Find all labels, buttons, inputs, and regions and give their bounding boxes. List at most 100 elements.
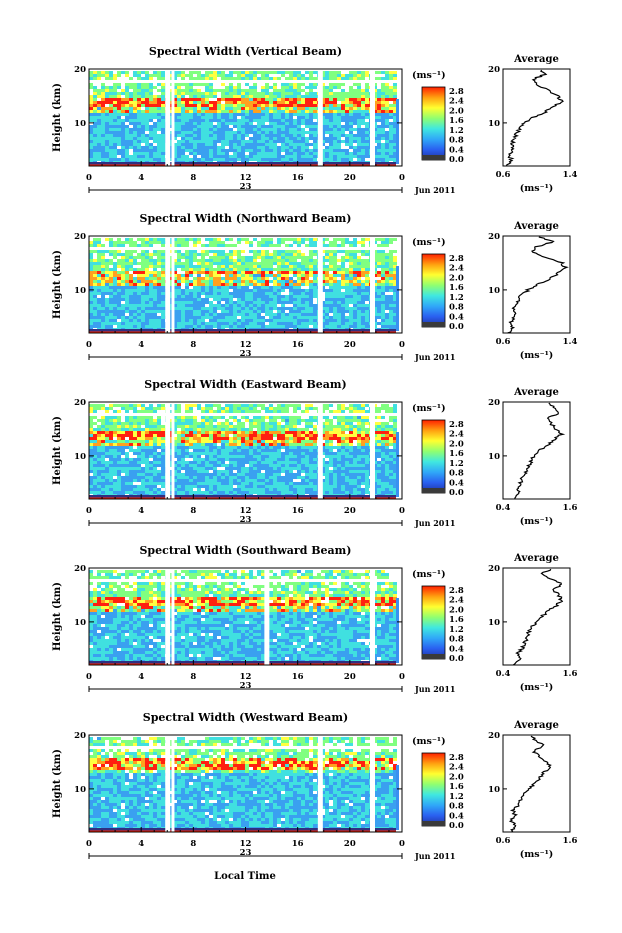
x-tick-label: 8 — [190, 839, 196, 849]
day-label: 23 — [240, 349, 252, 359]
colorbar-tick-label: 0.8 — [449, 136, 464, 146]
average-x-label: (ms⁻¹) — [520, 350, 554, 361]
data-gap — [370, 236, 375, 333]
average-frame — [503, 402, 570, 499]
date-label: Jun 2011 — [414, 851, 455, 861]
avg-x-tick-label: 0.4 — [496, 503, 511, 513]
avg-x-tick-label: 1.4 — [563, 170, 578, 180]
data-gap — [165, 69, 170, 166]
colorbar-tick-label: 0.0 — [449, 821, 464, 831]
day-label: 23 — [240, 182, 252, 192]
colorbar-tick-label: 2.8 — [449, 586, 464, 596]
day-label: 23 — [240, 515, 252, 525]
avg-x-tick-label: 0.6 — [496, 170, 511, 180]
data-gap — [370, 568, 375, 665]
data-gap — [171, 568, 174, 665]
x-tick-label: 0 — [86, 340, 92, 350]
x-tick-label: 0 — [399, 506, 405, 516]
colorbar-tick-label: 2.4 — [449, 430, 464, 440]
colorbar-tick-label: 0.4 — [449, 811, 464, 821]
panel-0: Spectral Width (Vertical Beam)2010Height… — [52, 45, 577, 195]
colorbar-tick-label: 2.0 — [449, 106, 464, 116]
avg-y-tick-label: 20 — [488, 564, 500, 574]
y-axis-label: Height (km) — [52, 416, 63, 485]
colorbar-bottom — [422, 155, 445, 160]
colorbar — [422, 254, 445, 327]
colorbar-tick-label: 2.0 — [449, 273, 464, 283]
colorbar-unit: (ms⁻¹) — [412, 237, 446, 248]
data-gap — [264, 568, 269, 665]
colorbar-tick-label: 1.2 — [449, 792, 464, 802]
data-gap — [165, 568, 170, 665]
x-axis-label: Local Time — [214, 871, 276, 882]
right-edge-strip — [396, 432, 399, 497]
x-tick-label: 4 — [138, 173, 144, 183]
data-gap — [165, 402, 170, 499]
colorbar-tick-label: 1.6 — [449, 116, 464, 126]
average-title: Average — [513, 720, 559, 731]
colorbar-tick-label: 0.4 — [449, 478, 464, 488]
colorbar-tick-label: 0.8 — [449, 802, 464, 812]
colorbar-bottom — [422, 488, 445, 493]
x-tick-label: 0 — [399, 839, 405, 849]
right-edge-strip — [396, 598, 399, 663]
x-tick-label: 4 — [138, 839, 144, 849]
y-axis-label: Height (km) — [52, 582, 63, 651]
right-edge-strip — [396, 266, 399, 331]
average-x-label: (ms⁻¹) — [520, 849, 554, 860]
y-tick-label: 10 — [74, 618, 86, 628]
avg-y-tick-label: 10 — [488, 452, 500, 462]
colorbar — [422, 586, 445, 659]
panel-4: Spectral Width (Westward Beam)2010Height… — [52, 711, 577, 861]
avg-x-tick-label: 1.6 — [563, 669, 578, 679]
data-gap — [171, 735, 174, 832]
colorbar-unit: (ms⁻¹) — [412, 403, 446, 414]
x-tick-label: 0 — [399, 672, 405, 682]
average-title: Average — [513, 553, 559, 564]
x-tick-label: 4 — [138, 340, 144, 350]
x-tick-label: 20 — [344, 672, 356, 682]
right-edge-strip — [396, 765, 399, 830]
colorbar-tick-label: 2.0 — [449, 439, 464, 449]
colorbar-tick-label: 0.4 — [449, 312, 464, 322]
x-tick-label: 0 — [86, 839, 92, 849]
colorbar — [422, 87, 445, 160]
average-title: Average — [513, 387, 559, 398]
colorbar-tick-label: 2.4 — [449, 596, 464, 606]
avg-y-tick-label: 10 — [488, 286, 500, 296]
colorbar-bottom — [422, 821, 445, 826]
x-tick-label: 0 — [86, 173, 92, 183]
day-label: 23 — [240, 848, 252, 858]
average-frame — [503, 735, 570, 832]
heatmap-cells — [89, 71, 397, 164]
panel-title: Spectral Width (Northward Beam) — [140, 212, 352, 225]
heatmap-cells — [89, 404, 397, 497]
y-tick-label: 20 — [74, 232, 86, 242]
average-x-label: (ms⁻¹) — [520, 682, 554, 693]
colorbar-tick-label: 2.4 — [449, 97, 464, 107]
y-tick-label: 20 — [74, 731, 86, 741]
avg-x-tick-label: 0.6 — [496, 836, 511, 846]
colorbar-tick-label: 1.2 — [449, 293, 464, 303]
average-title: Average — [513, 221, 559, 232]
average-title: Average — [513, 54, 559, 65]
data-gap — [318, 735, 323, 832]
colorbar-tick-label: 2.8 — [449, 753, 464, 763]
colorbar-tick-label: 2.8 — [449, 87, 464, 97]
x-tick-label: 16 — [292, 672, 304, 682]
x-tick-label: 20 — [344, 340, 356, 350]
colorbar-tick-label: 0.0 — [449, 155, 464, 165]
panel-2: Spectral Width (Eastward Beam)2010Height… — [52, 378, 577, 528]
colorbar-tick-label: 0.0 — [449, 322, 464, 332]
avg-y-tick-label: 20 — [488, 232, 500, 242]
y-tick-label: 10 — [74, 119, 86, 129]
heatmap-cells — [89, 737, 397, 830]
colorbar-tick-label: 1.6 — [449, 283, 464, 293]
colorbar-tick-label: 0.4 — [449, 145, 464, 155]
x-tick-label: 20 — [344, 506, 356, 516]
panel-3: Spectral Width (Southward Beam)2010Heigh… — [52, 544, 577, 694]
y-tick-label: 20 — [74, 65, 86, 75]
x-tick-label: 16 — [292, 173, 304, 183]
x-tick-label: 0 — [399, 340, 405, 350]
data-gap — [171, 69, 174, 166]
